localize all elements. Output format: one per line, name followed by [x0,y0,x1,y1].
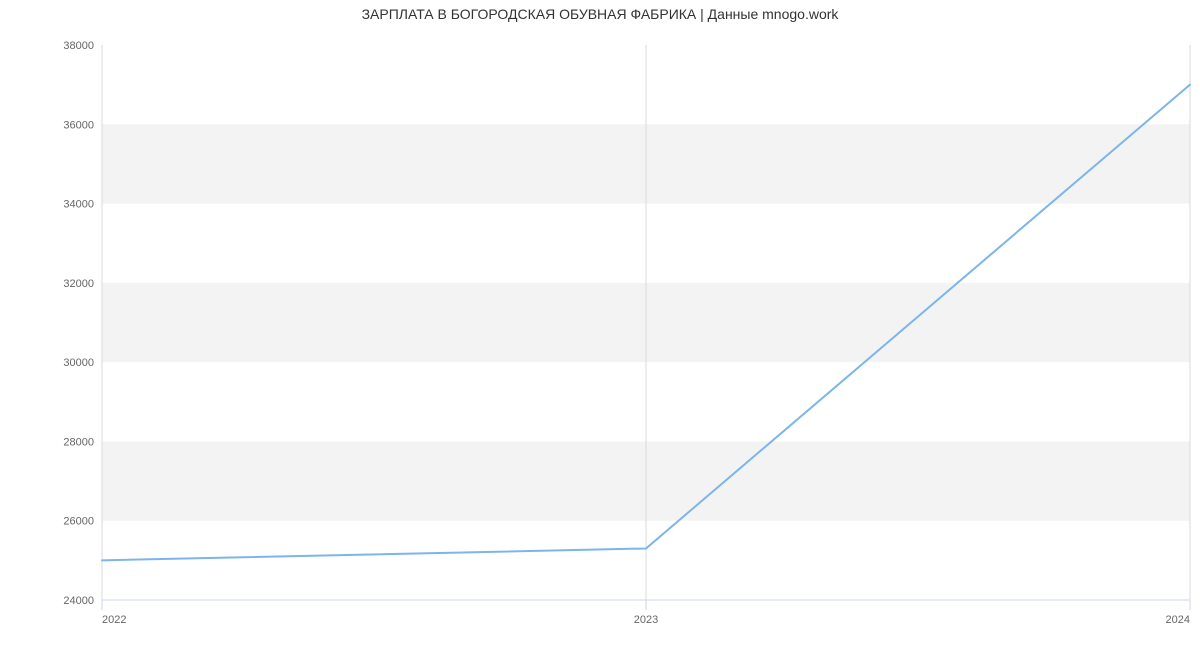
y-tick-label: 30000 [63,357,94,369]
y-tick-label: 26000 [63,516,94,528]
y-tick-label: 34000 [63,199,94,211]
x-tick-label: 2023 [634,614,658,626]
y-tick-label: 38000 [63,40,94,52]
y-tick-label: 28000 [63,436,94,448]
chart-title: ЗАРПЛАТА В БОГОРОДСКАЯ ОБУВНАЯ ФАБРИКА |… [0,6,1200,22]
y-tick-label: 24000 [63,595,94,607]
y-tick-label: 36000 [63,119,94,131]
salary-line-chart: ЗАРПЛАТА В БОГОРОДСКАЯ ОБУВНАЯ ФАБРИКА |… [0,0,1200,650]
chart-svg: 24000 26000 28000 30000 32000 34000 36000 38000… [0,0,1200,650]
x-tick-label: 2024 [1166,614,1190,626]
y-tick-label: 32000 [63,278,94,290]
x-tick-label: 2022 [102,614,126,626]
